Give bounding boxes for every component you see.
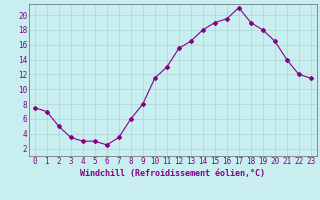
X-axis label: Windchill (Refroidissement éolien,°C): Windchill (Refroidissement éolien,°C)	[80, 169, 265, 178]
